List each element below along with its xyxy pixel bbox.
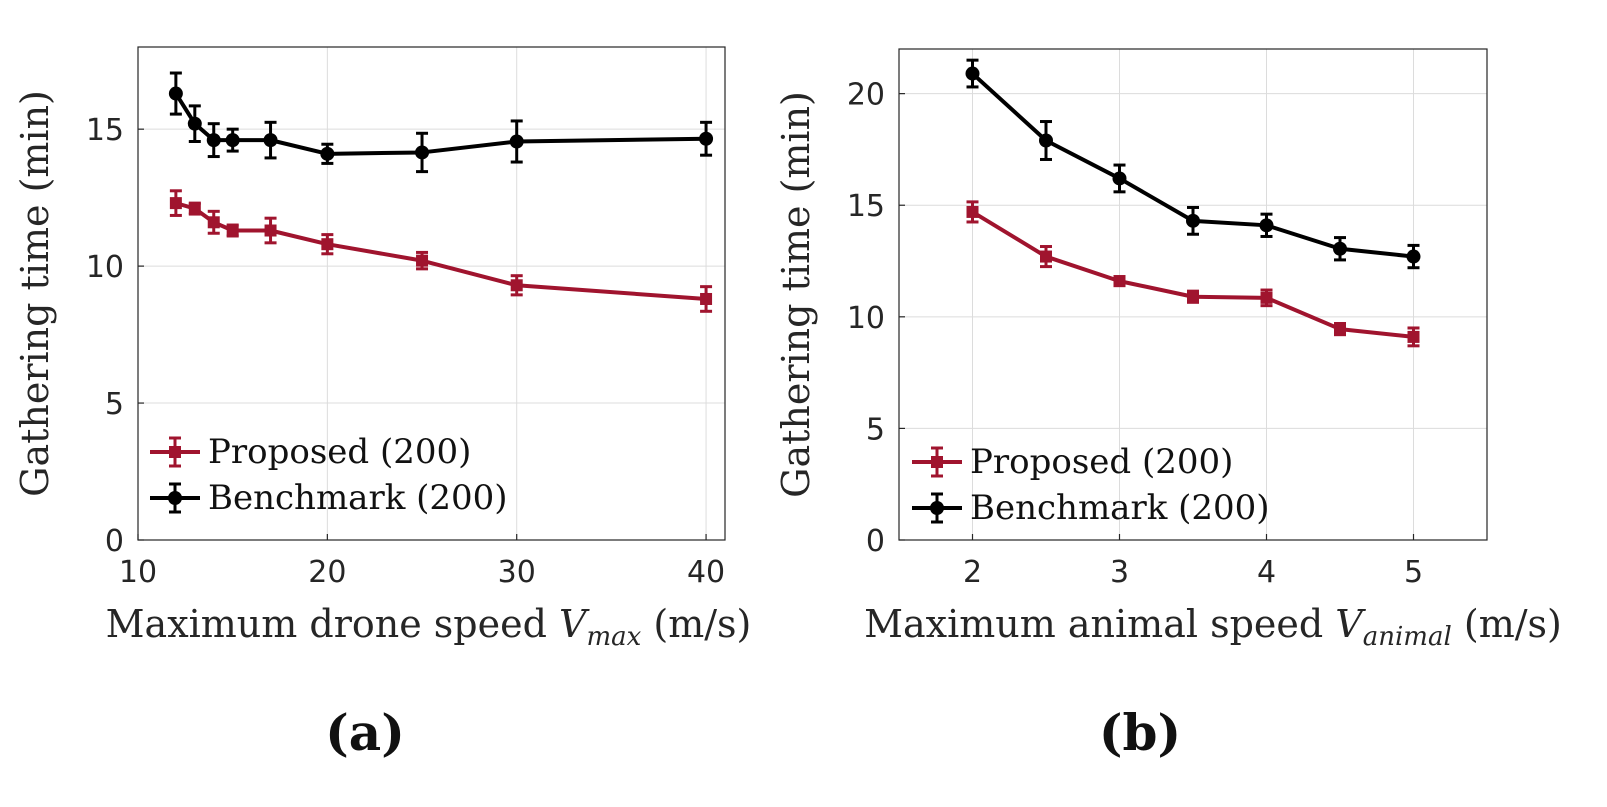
chart-a-xlabel: Maximum drone speed Vmax (m/s) [106,602,752,652]
chart-b-ytick-label: 5 [866,412,885,447]
data-point [1407,330,1420,343]
chart-b-xtick-label: 5 [1404,555,1423,590]
chart-a-plot-area [137,46,726,541]
data-point [509,134,524,149]
chart-a-xtick-label: 30 [498,555,536,590]
data-point [1113,275,1126,288]
chart-b: 2 3 4 5 0 5 10 15 20 Proposed (200) Benchmark (20… [774,48,1562,762]
chart-a: 10 20 30 40 0 5 10 15 Proposed (200) Benchmark (… [13,46,752,762]
chart-a-ytick-label: 15 [86,113,124,148]
data-point [225,133,240,148]
chart-b-xtick-label: 4 [1257,555,1276,590]
chart-a-panel-label: (a) [325,703,405,762]
legend-label: Proposed (200) [208,432,471,472]
data-point [321,238,334,251]
chart-a-ytick-label: 10 [86,250,124,285]
chart-a-legend: Proposed (200) Benchmark (200) [150,432,508,518]
data-point [226,224,239,237]
legend-entry: Benchmark (200) [150,478,508,518]
chart-b-series-benchmark [965,58,1421,270]
data-point [1039,133,1053,148]
chart-a-xtick-label: 40 [687,555,725,590]
data-point [207,216,220,229]
chart-b-ytick-label: 20 [847,78,885,113]
data-point [1260,291,1273,304]
data-point [1259,218,1274,233]
legend-marker [169,446,181,458]
chart-b-xlabel: Maximum animal speed Vanimal (m/s) [864,602,1562,652]
chart-b-ytick-label: 0 [866,524,885,559]
data-point [1333,241,1347,256]
legend-label: Benchmark (200) [970,488,1270,528]
data-point [510,279,523,292]
data-point [264,224,277,237]
data-point [206,133,221,148]
legend-marker [168,491,182,505]
data-point [699,131,714,146]
series-line [175,201,707,301]
legend-label: Benchmark (200) [208,478,508,518]
chart-b-plot-area [898,48,1488,541]
chart-a-ytick-label: 0 [105,524,124,559]
chart-b-xtick-label: 2 [963,555,982,590]
legend-entry: Proposed (200) [150,432,471,472]
chart-b-legend: Proposed (200) Benchmark (200) [912,442,1270,528]
data-point [187,116,202,131]
data-point [188,202,201,215]
data-point [1334,323,1346,336]
data-point [700,292,713,305]
data-point [966,205,979,218]
chart-a-series-benchmark [168,71,714,174]
chart-a-xtick-label: 10 [119,555,157,590]
legend-marker [931,456,943,468]
chart-b-series-proposed [966,200,1420,348]
data-point [1187,290,1199,303]
chart-b-xtick-label: 3 [1110,555,1129,590]
data-point [965,66,980,81]
data-point [263,133,278,148]
data-point [168,86,183,101]
data-point [415,145,430,160]
series-line [174,92,707,156]
chart-b-ylabel: Gathering time (min) [774,91,818,498]
legend-label: Proposed (200) [970,442,1233,482]
data-point [1112,171,1127,186]
chart-a-series-proposed [169,189,713,313]
chart-a-xtick-label: 20 [308,555,346,590]
data-point [1186,213,1200,228]
chart-a-ytick-label: 5 [105,387,124,422]
legend-entry: Benchmark (200) [912,488,1270,528]
chart-b-ytick-label: 10 [847,301,885,336]
data-point [1040,250,1052,263]
data-point [320,146,335,161]
data-point [1406,249,1421,264]
chart-a-ylabel: Gathering time (min) [13,90,57,497]
data-point [416,254,429,267]
legend-entry: Proposed (200) [912,442,1233,482]
chart-b-panel-label: (b) [1099,703,1181,762]
legend-marker [930,501,944,515]
data-point [169,197,182,210]
chart-b-ytick-label: 15 [847,189,885,224]
